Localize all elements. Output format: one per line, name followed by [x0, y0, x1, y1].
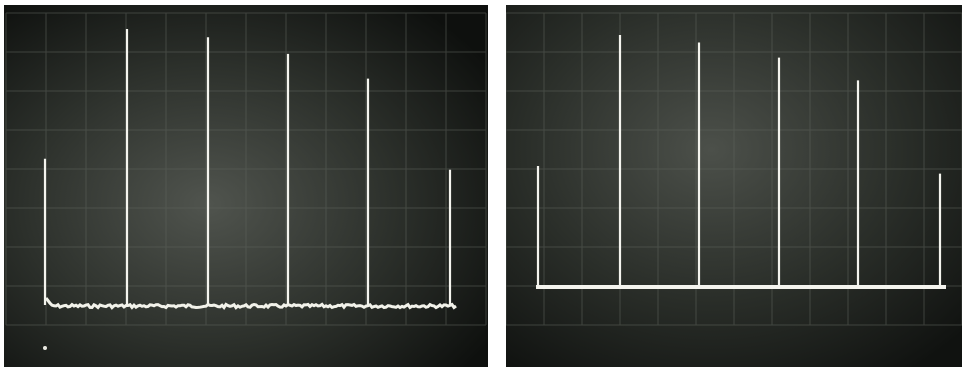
- oscilloscope-display-right: [506, 5, 962, 367]
- panel-divider: [488, 5, 506, 367]
- spectrum-pulses-right: [535, 35, 943, 287]
- trace-dot-left: [43, 346, 47, 350]
- oscilloscope-screen-left: [4, 5, 488, 367]
- spectrum-pulses-left: [42, 29, 453, 305]
- oscilloscope-screen-right: [506, 5, 962, 367]
- oscilloscope-display-left: [4, 5, 488, 367]
- noisy-baseline-trace: [44, 297, 457, 310]
